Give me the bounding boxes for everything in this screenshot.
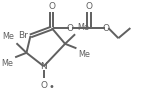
Text: Me: Me bbox=[1, 59, 13, 68]
Text: •: • bbox=[49, 82, 54, 92]
Text: Me: Me bbox=[77, 23, 89, 32]
Text: Br: Br bbox=[18, 31, 28, 40]
Text: O: O bbox=[48, 2, 55, 11]
Text: O: O bbox=[86, 2, 93, 11]
Text: N: N bbox=[40, 62, 47, 71]
Text: Me: Me bbox=[3, 32, 15, 41]
Text: O: O bbox=[40, 81, 47, 90]
Text: O: O bbox=[103, 24, 110, 33]
Text: O: O bbox=[67, 24, 74, 33]
Text: Me: Me bbox=[78, 50, 90, 59]
